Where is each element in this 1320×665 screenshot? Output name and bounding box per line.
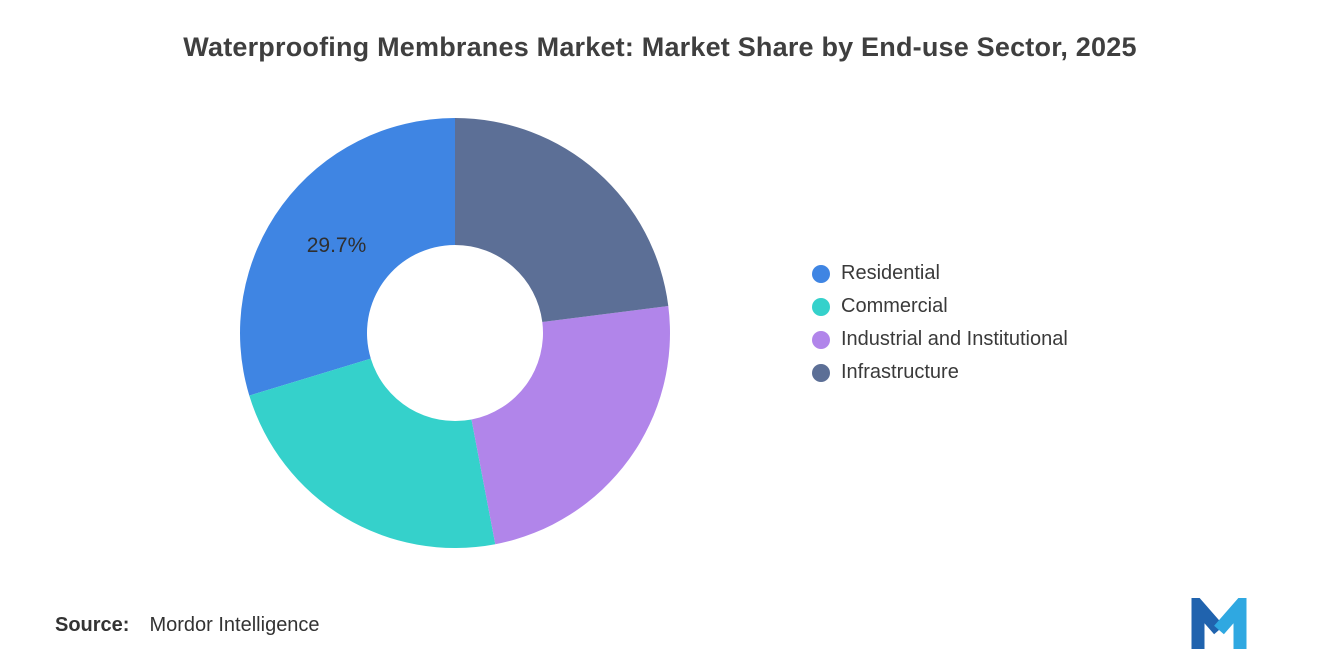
logo-left-stroke	[1191, 598, 1224, 649]
legend-label: Residential	[841, 262, 940, 284]
legend-label: Infrastructure	[841, 361, 959, 383]
logo-right-stroke	[1214, 598, 1247, 649]
pie-segment-industrial-and-institutional[interactable]	[471, 306, 670, 545]
legend-item-residential[interactable]: Residential	[812, 257, 1068, 290]
legend-item-infrastructure[interactable]: Infrastructure	[812, 356, 1068, 389]
legend-swatch	[812, 264, 830, 283]
pie-segment-infrastructure[interactable]	[455, 118, 669, 322]
legend-item-industrial-and-institutional[interactable]: Industrial and Institutional	[812, 323, 1068, 356]
mordor-intelligence-logo	[1191, 598, 1247, 649]
legend-swatch	[812, 297, 830, 316]
legend: Residential Commercial Industrial and Inst…	[812, 257, 1068, 389]
source-line: Source: Mordor Intelligence	[55, 614, 320, 637]
donut-chart: 29.7%	[240, 118, 670, 548]
legend-item-commercial[interactable]: Commercial	[812, 290, 1068, 323]
chart-title: Waterproofing Membranes Market: Market S…	[183, 32, 1137, 62]
legend-swatch	[812, 330, 830, 349]
legend-swatch	[812, 363, 830, 382]
data-label: 29.7%	[307, 234, 367, 257]
legend-label: Commercial	[841, 295, 948, 317]
source-label: Source:	[55, 614, 130, 636]
legend-label: Industrial and Institutional	[841, 328, 1068, 350]
pie-segment-commercial[interactable]	[249, 358, 496, 548]
source-value: Mordor Intelligence	[149, 614, 320, 636]
pie-segment-residential[interactable]	[240, 118, 455, 396]
